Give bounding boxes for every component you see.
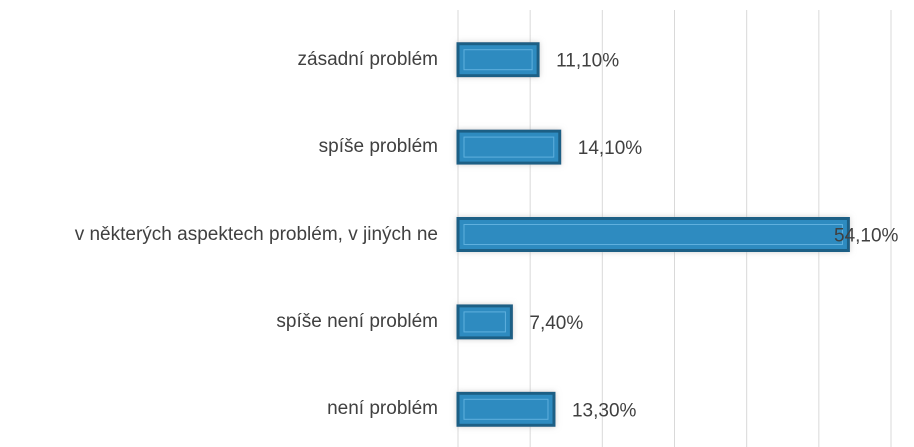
bar — [456, 217, 850, 252]
value-label: 11,10% — [556, 51, 619, 72]
category-label: zásadní problém — [0, 30, 438, 90]
value-label: 13,30% — [572, 400, 637, 421]
category-text: není problém — [327, 398, 438, 420]
category-label: není problém — [0, 379, 438, 439]
bar-bevel — [463, 311, 506, 333]
category-label: spíše není problém — [0, 292, 438, 352]
value-label: 7,40% — [529, 313, 583, 334]
value-label: 14,10% — [578, 138, 643, 159]
category-text: v některých aspektech problém, v jiných … — [74, 223, 438, 245]
bar — [456, 391, 556, 427]
bar-bevel — [463, 136, 555, 158]
bar — [456, 42, 540, 78]
bar — [456, 129, 562, 165]
bar-bevel — [463, 224, 843, 245]
bar — [456, 304, 513, 340]
bar-bevel — [463, 49, 533, 71]
bar-bevel — [463, 398, 549, 420]
category-text: spíše není problém — [276, 310, 438, 332]
category-text: spíše problém — [318, 136, 438, 158]
value-label: 54,10% — [834, 226, 899, 247]
category-label: v některých aspektech problém, v jiných … — [0, 205, 438, 265]
category-text: zásadní problém — [297, 48, 438, 70]
category-label: spíše problém — [0, 117, 438, 177]
